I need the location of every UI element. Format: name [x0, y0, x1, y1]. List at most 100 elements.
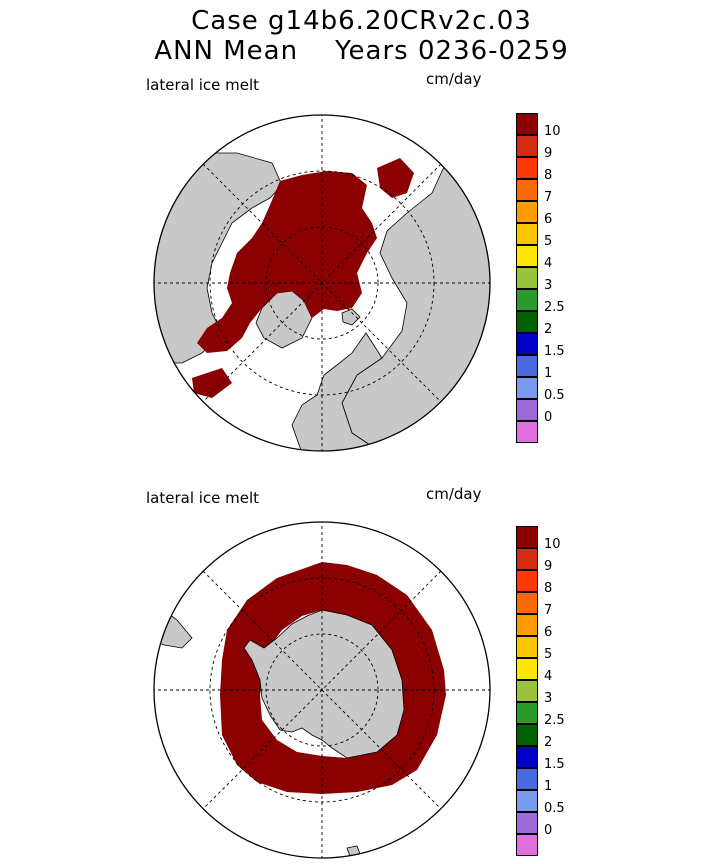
colorbar-swatch	[516, 548, 538, 570]
colorbar-label: 8	[544, 168, 553, 183]
colorbar-swatch	[516, 702, 538, 724]
south-polar-map	[153, 521, 491, 859]
north-map-border	[153, 114, 491, 452]
colorbar-row: 5	[516, 636, 576, 662]
colorbar-row: 2.5	[516, 289, 576, 315]
colorbar-row: 0	[516, 812, 576, 838]
colorbar-swatch	[516, 355, 538, 377]
panel-north-label: lateral ice melt	[146, 76, 260, 94]
colorbar-label: 10	[544, 124, 561, 139]
colorbar-row: 10	[516, 113, 576, 139]
colorbar-swatch	[516, 636, 538, 658]
colorbar-row: 0.5	[516, 790, 576, 816]
south-map-border	[153, 521, 491, 859]
south-land-antarctica	[243, 609, 405, 759]
colorbar-label: 6	[544, 212, 553, 227]
colorbar-swatch	[516, 333, 538, 355]
colorbar-row: 9	[516, 135, 576, 161]
colorbar-row: 7	[516, 592, 576, 618]
colorbar-swatch	[516, 311, 538, 333]
colorbar-label: 1.5	[544, 344, 565, 359]
colorbar-row: 5	[516, 223, 576, 249]
north-graticule	[154, 115, 490, 451]
colorbar-swatch	[516, 680, 538, 702]
colorbar-label: 5	[544, 234, 553, 249]
colorbar-swatch	[516, 658, 538, 680]
colorbar-swatch	[516, 614, 538, 636]
colorbar-label: 0.5	[544, 801, 565, 816]
colorbar-row: 0	[516, 399, 576, 425]
colorbar-label: 10	[544, 537, 561, 552]
colorbar-swatch	[516, 812, 538, 834]
colorbar-swatch	[516, 570, 538, 592]
colorbar-row: 1.5	[516, 746, 576, 772]
colorbar-row	[516, 421, 576, 443]
colorbar-swatch	[516, 592, 538, 614]
colorbar-label: 4	[544, 669, 553, 684]
colorbar-row: 3	[516, 680, 576, 706]
panel-south-units: cm/day	[426, 485, 482, 503]
colorbar-row: 1	[516, 355, 576, 381]
colorbar-swatch	[516, 746, 538, 768]
colorbar-label: 2	[544, 322, 553, 337]
colorbar-swatch	[516, 724, 538, 746]
colorbar-label: 2.5	[544, 713, 565, 728]
colorbar-label: 1.5	[544, 757, 565, 772]
colorbar-row: 9	[516, 548, 576, 574]
colorbar-swatch	[516, 201, 538, 223]
colorbar-label: 3	[544, 278, 553, 293]
colorbar-label: 0	[544, 410, 553, 425]
colorbar-swatch	[516, 267, 538, 289]
colorbar-label: 1	[544, 366, 553, 381]
colorbar-row: 4	[516, 245, 576, 271]
south-graticule	[154, 522, 490, 858]
colorbar-swatch	[516, 377, 538, 399]
colorbar-row: 7	[516, 179, 576, 205]
colorbar-row: 1.5	[516, 333, 576, 359]
north-land-asia	[341, 152, 490, 451]
colorbar-label: 9	[544, 146, 553, 161]
panel-north-units: cm/day	[426, 70, 482, 88]
colorbar-row: 2.5	[516, 702, 576, 728]
colorbar-label: 7	[544, 603, 553, 618]
colorbar-row: 8	[516, 157, 576, 183]
title-line-2: ANN Mean Years 0236-0259	[154, 36, 569, 66]
north-land-svalbard	[341, 308, 361, 326]
colorbar-row: 2	[516, 724, 576, 750]
colorbar-row: 10	[516, 526, 576, 552]
colorbar-swatch	[516, 179, 538, 201]
colorbar-label: 1	[544, 779, 553, 794]
north-colorbar: 10 9 8 7 6 5 4 3 2.5 2 1.5 1 0.5 0	[516, 113, 576, 443]
colorbar-swatch	[516, 223, 538, 245]
colorbar-row: 2	[516, 311, 576, 337]
colorbar-label: 5	[544, 647, 553, 662]
colorbar-row: 8	[516, 570, 576, 596]
colorbar-label: 0	[544, 823, 553, 838]
south-colorbar: 10 9 8 7 6 5 4 3 2.5 2 1.5 1 0.5 0	[516, 526, 576, 856]
title-line-1: Case g14b6.20CRv2c.03	[191, 6, 532, 36]
colorbar-label: 8	[544, 581, 553, 596]
colorbar-row	[516, 834, 576, 856]
colorbar-swatch	[516, 289, 538, 311]
colorbar-row: 6	[516, 614, 576, 640]
north-polar-map	[153, 114, 491, 452]
colorbar-swatch	[516, 526, 538, 548]
north-ice-melt-okhotsk	[192, 368, 232, 398]
colorbar-swatch	[516, 834, 538, 856]
colorbar-row: 4	[516, 658, 576, 684]
colorbar-swatch	[516, 157, 538, 179]
south-ice-melt-ring	[220, 562, 446, 794]
colorbar-row: 0.5	[516, 377, 576, 403]
colorbar-swatch	[516, 768, 538, 790]
north-ice-melt-region	[197, 171, 377, 353]
colorbar-label: 2	[544, 735, 553, 750]
colorbar-row: 3	[516, 267, 576, 293]
colorbar-label: 7	[544, 190, 553, 205]
colorbar-label: 2.5	[544, 300, 565, 315]
north-land-america	[154, 152, 283, 364]
colorbar-row: 6	[516, 201, 576, 227]
colorbar-label: 6	[544, 625, 553, 640]
colorbar-row: 1	[516, 768, 576, 794]
colorbar-swatch	[516, 421, 538, 443]
panel-south-label: lateral ice melt	[146, 489, 260, 507]
